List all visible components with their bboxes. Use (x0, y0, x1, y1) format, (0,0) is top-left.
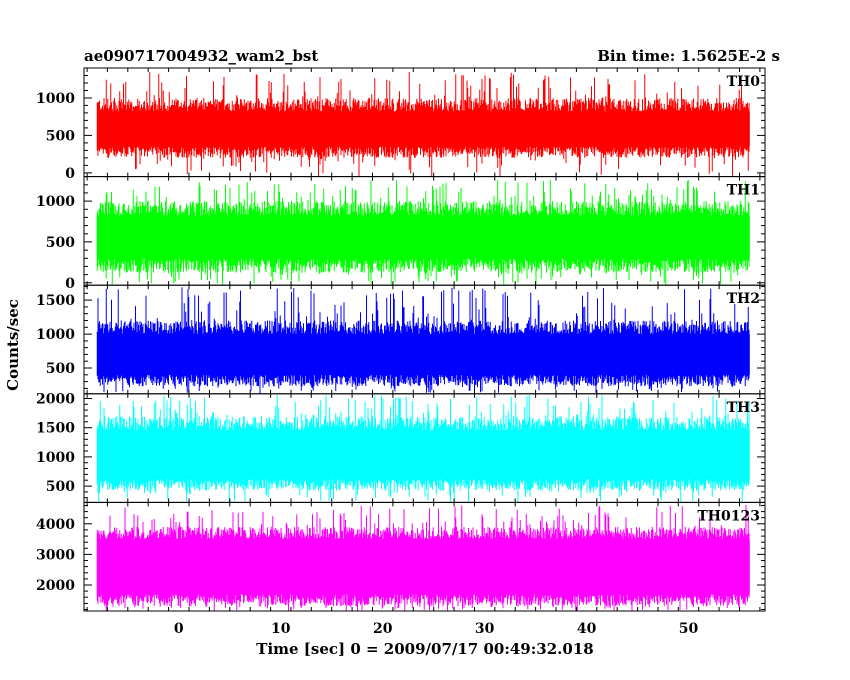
panel-label-th2: TH2 (727, 291, 760, 307)
series-line-th2 (96, 287, 750, 394)
panels-group: TH005001000TH105001000TH250010001500TH35… (36, 67, 766, 637)
panel-label-th3: TH3 (727, 400, 760, 416)
y-tick-label-th3: 1500 (36, 421, 75, 437)
x-tick-label: 50 (679, 621, 699, 637)
y-tick-label-th1: 0 (65, 276, 75, 292)
y-tick-label-th3: 1000 (36, 450, 75, 466)
panel-label-th1: TH1 (727, 183, 760, 199)
series-line-th0123 (96, 504, 750, 611)
y-tick-label-th2: 500 (46, 361, 75, 377)
plot-title: ae090717004932_wam2_bst (84, 47, 318, 65)
panel-label-th0: TH0 (727, 74, 761, 90)
y-tick-label-th1: 500 (46, 235, 75, 251)
panel-label-th0123: TH0123 (697, 508, 760, 524)
y-tick-label-th0: 1000 (36, 91, 75, 107)
y-tick-label-th2: 1000 (36, 327, 75, 343)
y-tick-label-th0123: 3000 (36, 547, 75, 563)
x-axis-label: Time [sec] 0 = 2009/07/17 00:49:32.018 (256, 640, 593, 658)
x-tick-label: 0 (174, 621, 184, 637)
y-tick-label-th3: 500 (46, 479, 75, 495)
x-tick-label: 40 (577, 621, 597, 637)
bin-time-label: Bin time: 1.5625E-2 s (597, 47, 780, 65)
series-line-th0 (96, 72, 750, 177)
series-line-th3 (96, 395, 750, 503)
panel-frame-th0123 (83, 501, 766, 612)
y-tick-label-th1: 1000 (36, 194, 75, 210)
series-line-th1 (96, 179, 750, 286)
x-tick-label: 30 (475, 621, 495, 637)
y-tick-label-th2: 1500 (36, 293, 75, 309)
y-axis-label: Counts/sec (4, 299, 22, 391)
x-tick-label: 20 (373, 621, 393, 637)
y-tick-label-th0: 500 (46, 128, 75, 144)
y-tick-label-th0: 0 (65, 166, 75, 182)
y-tick-label-th0123: 4000 (36, 517, 75, 533)
y-tick-label-th3: 2000 (36, 392, 75, 408)
y-tick-label-th0123: 2000 (36, 578, 75, 594)
x-tick-label: 10 (271, 621, 291, 637)
